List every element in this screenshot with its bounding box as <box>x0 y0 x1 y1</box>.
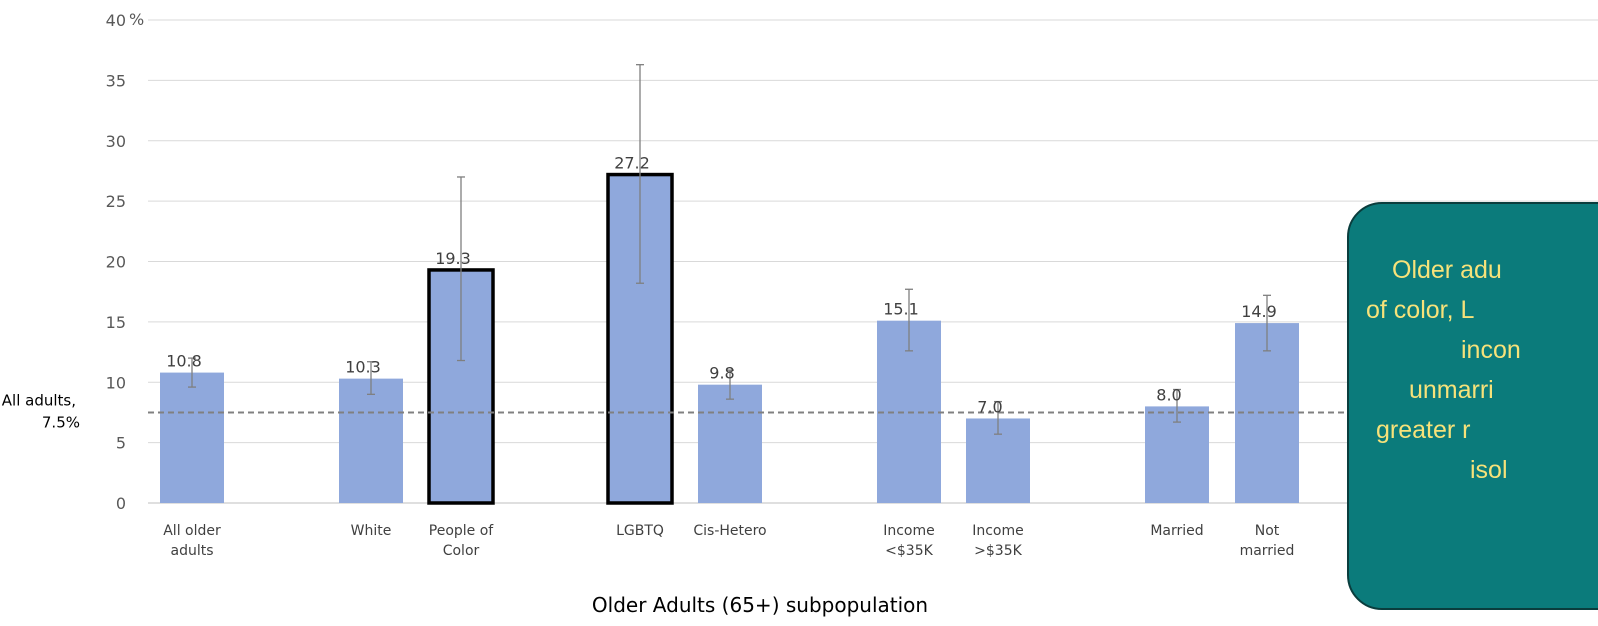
category-label: >$35K <box>974 543 1022 559</box>
category-label: <$35K <box>885 543 933 559</box>
reference-line: All adults, 7.5% <box>2 391 1598 431</box>
category-label: People of <box>429 523 495 539</box>
bars <box>160 172 1299 505</box>
callout-text-line: greater r <box>1376 416 1470 444</box>
y-tick-label: 15 <box>106 313 126 332</box>
y-tick-label: 10 <box>106 373 126 392</box>
category-labels: All older adults White People of Color LGBTQ C… <box>163 523 1294 559</box>
callout-text-line: unmarri <box>1409 376 1494 404</box>
category-label: Income <box>972 523 1024 539</box>
value-label: 10.3 <box>345 358 381 377</box>
y-tick-label: 20 <box>106 253 126 272</box>
y-axis-ticks: 0 5 10 15 20 25 30 35 40% <box>106 10 145 513</box>
y-tick-label: 35 <box>106 71 126 90</box>
callout-box: Older adu of color, L incon unmarri greater … <box>1347 202 1598 610</box>
category-label: All older <box>163 523 221 539</box>
y-tick-unit: % <box>129 10 144 29</box>
callout-text-line: Older adu <box>1392 256 1502 284</box>
value-labels: 10.8 10.3 19.3 27.2 9.8 15.1 7.0 8.0 14.9 <box>166 154 1277 417</box>
category-label: LGBTQ <box>616 523 664 539</box>
callout-text-line: of color, L <box>1366 296 1474 324</box>
category-label: White <box>351 523 392 539</box>
category-label: Income <box>883 523 935 539</box>
category-label: Not <box>1255 523 1280 539</box>
error-bars <box>188 64 1271 435</box>
bar <box>339 378 403 503</box>
category-label: Married <box>1150 523 1203 539</box>
callout-text-line: isol <box>1470 456 1508 484</box>
value-label: 14.9 <box>1241 302 1277 321</box>
value-label: 9.8 <box>709 364 734 383</box>
value-label: 27.2 <box>614 154 650 173</box>
value-label: 10.8 <box>166 352 202 371</box>
callout-text-line: incon <box>1461 336 1521 364</box>
category-label: married <box>1240 543 1295 559</box>
bar <box>698 384 762 503</box>
y-tick-label: 0 <box>116 494 126 513</box>
reference-label: 7.5% <box>42 413 80 431</box>
value-label: 19.3 <box>435 249 471 268</box>
bar <box>160 372 224 503</box>
value-label: 15.1 <box>883 300 919 319</box>
callout-background <box>1347 202 1598 610</box>
reference-label: All adults, <box>2 391 76 409</box>
y-tick-label: 5 <box>116 434 126 453</box>
y-tick-label: 40 <box>106 11 126 30</box>
x-axis-title: Older Adults (65+) subpopulation <box>592 593 928 617</box>
category-label: adults <box>170 543 213 559</box>
category-label: Cis-Hetero <box>693 523 766 539</box>
value-label: 7.0 <box>977 397 1002 416</box>
value-label: 8.0 <box>1156 385 1181 404</box>
y-tick-label: 30 <box>106 132 126 151</box>
y-tick-label: 25 <box>106 192 126 211</box>
category-label: Color <box>443 543 480 559</box>
